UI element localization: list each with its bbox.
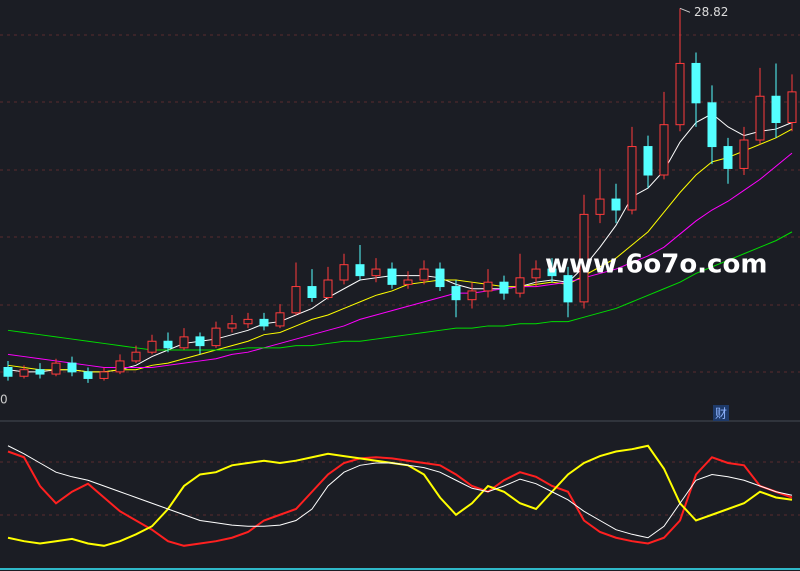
candle-body (35, 369, 45, 375)
candle-body (659, 124, 669, 176)
candle-body (723, 146, 733, 169)
indicator-line (7, 444, 793, 547)
axis-fragment: 0 (0, 393, 8, 407)
candle-body (355, 264, 365, 277)
candle-body (243, 318, 253, 325)
candle-body (435, 268, 445, 288)
candle-body (755, 95, 765, 141)
candle-body (291, 286, 301, 314)
moving-average (7, 152, 793, 368)
candle-body (323, 279, 333, 298)
candle-body (675, 62, 685, 126)
candle-body (515, 277, 525, 294)
candle-body (195, 336, 205, 347)
candle-body (83, 371, 93, 379)
candle-body (307, 286, 317, 298)
moving-average (7, 231, 793, 351)
candle-body (339, 264, 349, 281)
candle-body (259, 318, 269, 327)
candle-body (627, 146, 637, 211)
price-panel: 28.82 (3, 5, 797, 383)
high-pointer (679, 7, 691, 13)
candle-body (403, 279, 413, 285)
candle-body (563, 275, 573, 303)
candle-body (3, 367, 13, 377)
candle-body (275, 312, 285, 327)
candle-body (787, 91, 797, 123)
candle-body (643, 146, 653, 176)
candle-body (179, 336, 189, 349)
candle-body (611, 198, 621, 211)
candle-body (99, 371, 109, 379)
high-label: 28.82 (694, 5, 728, 19)
candle-body (147, 340, 157, 353)
candle-body (67, 362, 77, 373)
candle-body (19, 369, 29, 377)
candle-body (595, 198, 605, 215)
indicator-line (7, 450, 793, 547)
candle-body (691, 62, 701, 104)
candle-body (451, 286, 461, 301)
candle-body (467, 290, 477, 301)
candle-body (115, 360, 125, 373)
candle-body (419, 268, 429, 281)
candle-body (531, 268, 541, 279)
candle-body (51, 362, 61, 375)
candle-body (707, 102, 717, 148)
candle-body (163, 340, 173, 349)
candle-body (579, 213, 589, 303)
watermark: www.6o7o.com (545, 250, 767, 280)
moving-average (7, 113, 793, 373)
indicator-panel (7, 444, 793, 547)
candle-body (227, 323, 237, 329)
candle-body (387, 268, 397, 285)
marker: 财 (715, 407, 727, 421)
candle-body (483, 281, 493, 292)
candle-body (211, 327, 221, 347)
candle-body (547, 268, 557, 277)
candle-body (499, 281, 509, 294)
indicator-line (7, 445, 793, 539)
candle-body (131, 351, 141, 362)
candle-body (771, 95, 781, 123)
candle-body (739, 139, 749, 169)
marker-box (713, 405, 729, 421)
candle-body (371, 268, 381, 277)
moving-average (7, 128, 793, 373)
